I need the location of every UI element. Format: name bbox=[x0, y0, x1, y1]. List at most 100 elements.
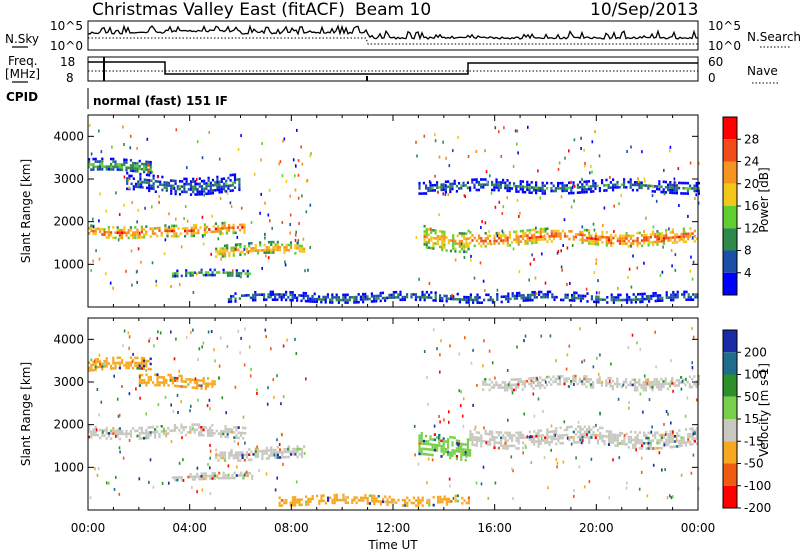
heatmap-cell bbox=[103, 359, 106, 363]
heatmap-cell bbox=[169, 376, 172, 380]
heatmap-cell bbox=[570, 382, 573, 386]
heatmap-cell bbox=[546, 227, 549, 230]
heatmap-speckle bbox=[414, 453, 416, 457]
heatmap-cell bbox=[274, 448, 277, 452]
heatmap-cell bbox=[480, 442, 483, 445]
heatmap-cell bbox=[114, 165, 117, 169]
heatmap-speckle bbox=[680, 473, 683, 477]
heatmap-cell bbox=[601, 241, 604, 244]
heatmap-cell bbox=[482, 239, 485, 243]
heatmap-cell bbox=[287, 445, 290, 448]
heatmap-speckle bbox=[276, 374, 278, 378]
heatmap-cell bbox=[616, 377, 619, 381]
heatmap-cell bbox=[639, 292, 642, 296]
heatmap-cell bbox=[454, 250, 457, 253]
heatmap-cell bbox=[183, 177, 186, 181]
heatmap-speckle bbox=[691, 368, 694, 372]
heatmap-cell bbox=[605, 384, 608, 388]
colorbar-tick-label: -50 bbox=[744, 457, 764, 471]
heatmap-speckle bbox=[636, 341, 638, 345]
heatmap-cell bbox=[417, 499, 420, 502]
heatmap-cell bbox=[686, 192, 689, 195]
heatmap-cell bbox=[192, 226, 195, 230]
heatmap-cell bbox=[678, 434, 681, 437]
heatmap-cell bbox=[476, 301, 479, 304]
heatmap-cell bbox=[596, 237, 600, 241]
heatmap-cell bbox=[302, 297, 305, 300]
heatmap-cell bbox=[436, 436, 439, 439]
heatmap-cell bbox=[649, 386, 652, 389]
heatmap-speckle bbox=[119, 450, 121, 454]
heatmap-cell bbox=[289, 241, 293, 244]
heatmap-cell bbox=[145, 181, 149, 184]
heatmap-cell bbox=[441, 297, 444, 300]
heatmap-cell bbox=[495, 441, 498, 444]
heatmap-cell bbox=[537, 445, 540, 448]
heatmap-speckle bbox=[132, 352, 134, 356]
heatmap-cell bbox=[585, 190, 588, 194]
heatmap-cell bbox=[680, 444, 683, 447]
heatmap-speckle bbox=[186, 219, 189, 223]
heatmap-cell bbox=[520, 296, 523, 300]
heatmap-cell bbox=[596, 381, 599, 384]
heatmap-cell bbox=[127, 166, 130, 170]
heatmap-cell bbox=[530, 438, 534, 441]
heatmap-cell bbox=[445, 299, 448, 303]
heatmap-cell bbox=[535, 432, 538, 435]
heatmap-speckle bbox=[170, 403, 172, 407]
heatmap-cell bbox=[152, 182, 155, 185]
heatmap-speckle bbox=[457, 135, 459, 139]
heatmap-cell bbox=[532, 186, 535, 189]
heatmap-speckle bbox=[573, 184, 576, 188]
heatmap-cell bbox=[406, 293, 409, 296]
heatmap-cell bbox=[285, 448, 288, 451]
heatmap-cell bbox=[118, 429, 121, 433]
heatmap-cell bbox=[634, 239, 637, 243]
heatmap-cell bbox=[559, 232, 562, 235]
heatmap-cell bbox=[660, 190, 663, 194]
heatmap-cell bbox=[132, 233, 135, 237]
heatmap-speckle bbox=[265, 254, 267, 258]
heatmap-cell bbox=[318, 298, 321, 301]
heatmap-cell bbox=[623, 239, 626, 243]
heatmap-cell bbox=[530, 435, 534, 439]
heatmap-cell bbox=[219, 247, 222, 250]
heatmap-speckle bbox=[645, 216, 647, 220]
heatmap-cell bbox=[373, 494, 376, 498]
heatmap-cell bbox=[437, 495, 440, 499]
heatmap-cell bbox=[653, 383, 656, 386]
heatmap-speckle bbox=[202, 234, 204, 238]
heatmap-cell bbox=[88, 160, 91, 164]
heatmap-cell bbox=[561, 181, 564, 185]
heatmap-cell bbox=[198, 193, 201, 196]
heatmap-speckle bbox=[475, 150, 478, 153]
heatmap-cell bbox=[278, 448, 282, 451]
heatmap-speckle bbox=[555, 457, 558, 461]
heatmap-cell bbox=[438, 439, 441, 442]
heatmap-cell bbox=[427, 186, 430, 190]
heatmap-cell bbox=[683, 295, 686, 299]
heatmap-cell bbox=[221, 247, 224, 250]
heatmap-cell bbox=[309, 297, 312, 301]
heatmap-cell bbox=[208, 228, 211, 231]
heatmap-cell bbox=[265, 246, 268, 249]
heatmap-cell bbox=[528, 228, 531, 232]
heatmap-speckle bbox=[556, 465, 558, 469]
heatmap-speckle bbox=[256, 445, 258, 449]
heatmap-cell bbox=[151, 227, 154, 230]
heatmap-cell bbox=[243, 458, 246, 462]
heatmap-cell bbox=[640, 439, 644, 442]
heatmap-cell bbox=[270, 240, 273, 244]
heatmap-cell bbox=[685, 298, 688, 301]
heatmap-speckle bbox=[511, 467, 513, 471]
heatmap-cell bbox=[605, 189, 608, 192]
heatmap-cell bbox=[431, 443, 434, 446]
heatmap-speckle bbox=[145, 369, 147, 372]
heatmap-cell bbox=[433, 433, 436, 436]
heatmap-cell bbox=[214, 222, 217, 225]
heatmap-cell bbox=[151, 431, 154, 434]
heatmap-cell bbox=[587, 187, 590, 191]
heatmap-cell bbox=[150, 184, 153, 188]
heatmap-cell bbox=[190, 234, 193, 238]
heatmap-cell bbox=[469, 296, 472, 299]
